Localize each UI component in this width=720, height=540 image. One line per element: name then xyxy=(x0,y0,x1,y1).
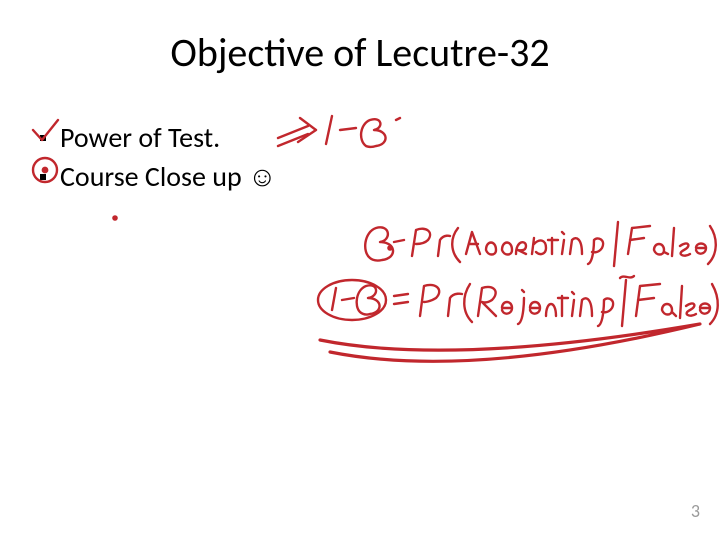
bullet-marker-icon xyxy=(40,135,46,141)
power-definition-annotation xyxy=(318,276,718,326)
bullet-item: Power of Test. xyxy=(40,120,277,155)
beta-definition-annotation xyxy=(365,222,716,266)
bullet-text: Course Close up ☺ xyxy=(60,159,277,194)
bullet-list: Power of Test. Course Close up ☺ xyxy=(40,120,277,198)
stray-dot-icon xyxy=(113,216,116,219)
arrow-power-annotation xyxy=(278,116,400,147)
slide: Objective of Lecutre-32 Power of Test. C… xyxy=(0,0,720,540)
bullet-item: Course Close up ☺ xyxy=(40,159,277,194)
page-number: 3 xyxy=(691,500,700,522)
bullet-text: Power of Test. xyxy=(60,120,220,155)
bullet-marker-icon xyxy=(40,174,46,180)
slide-title: Objective of Lecutre-32 xyxy=(0,28,720,77)
ink-annotations xyxy=(0,0,720,540)
underline-swoosh-icon xyxy=(320,324,700,361)
